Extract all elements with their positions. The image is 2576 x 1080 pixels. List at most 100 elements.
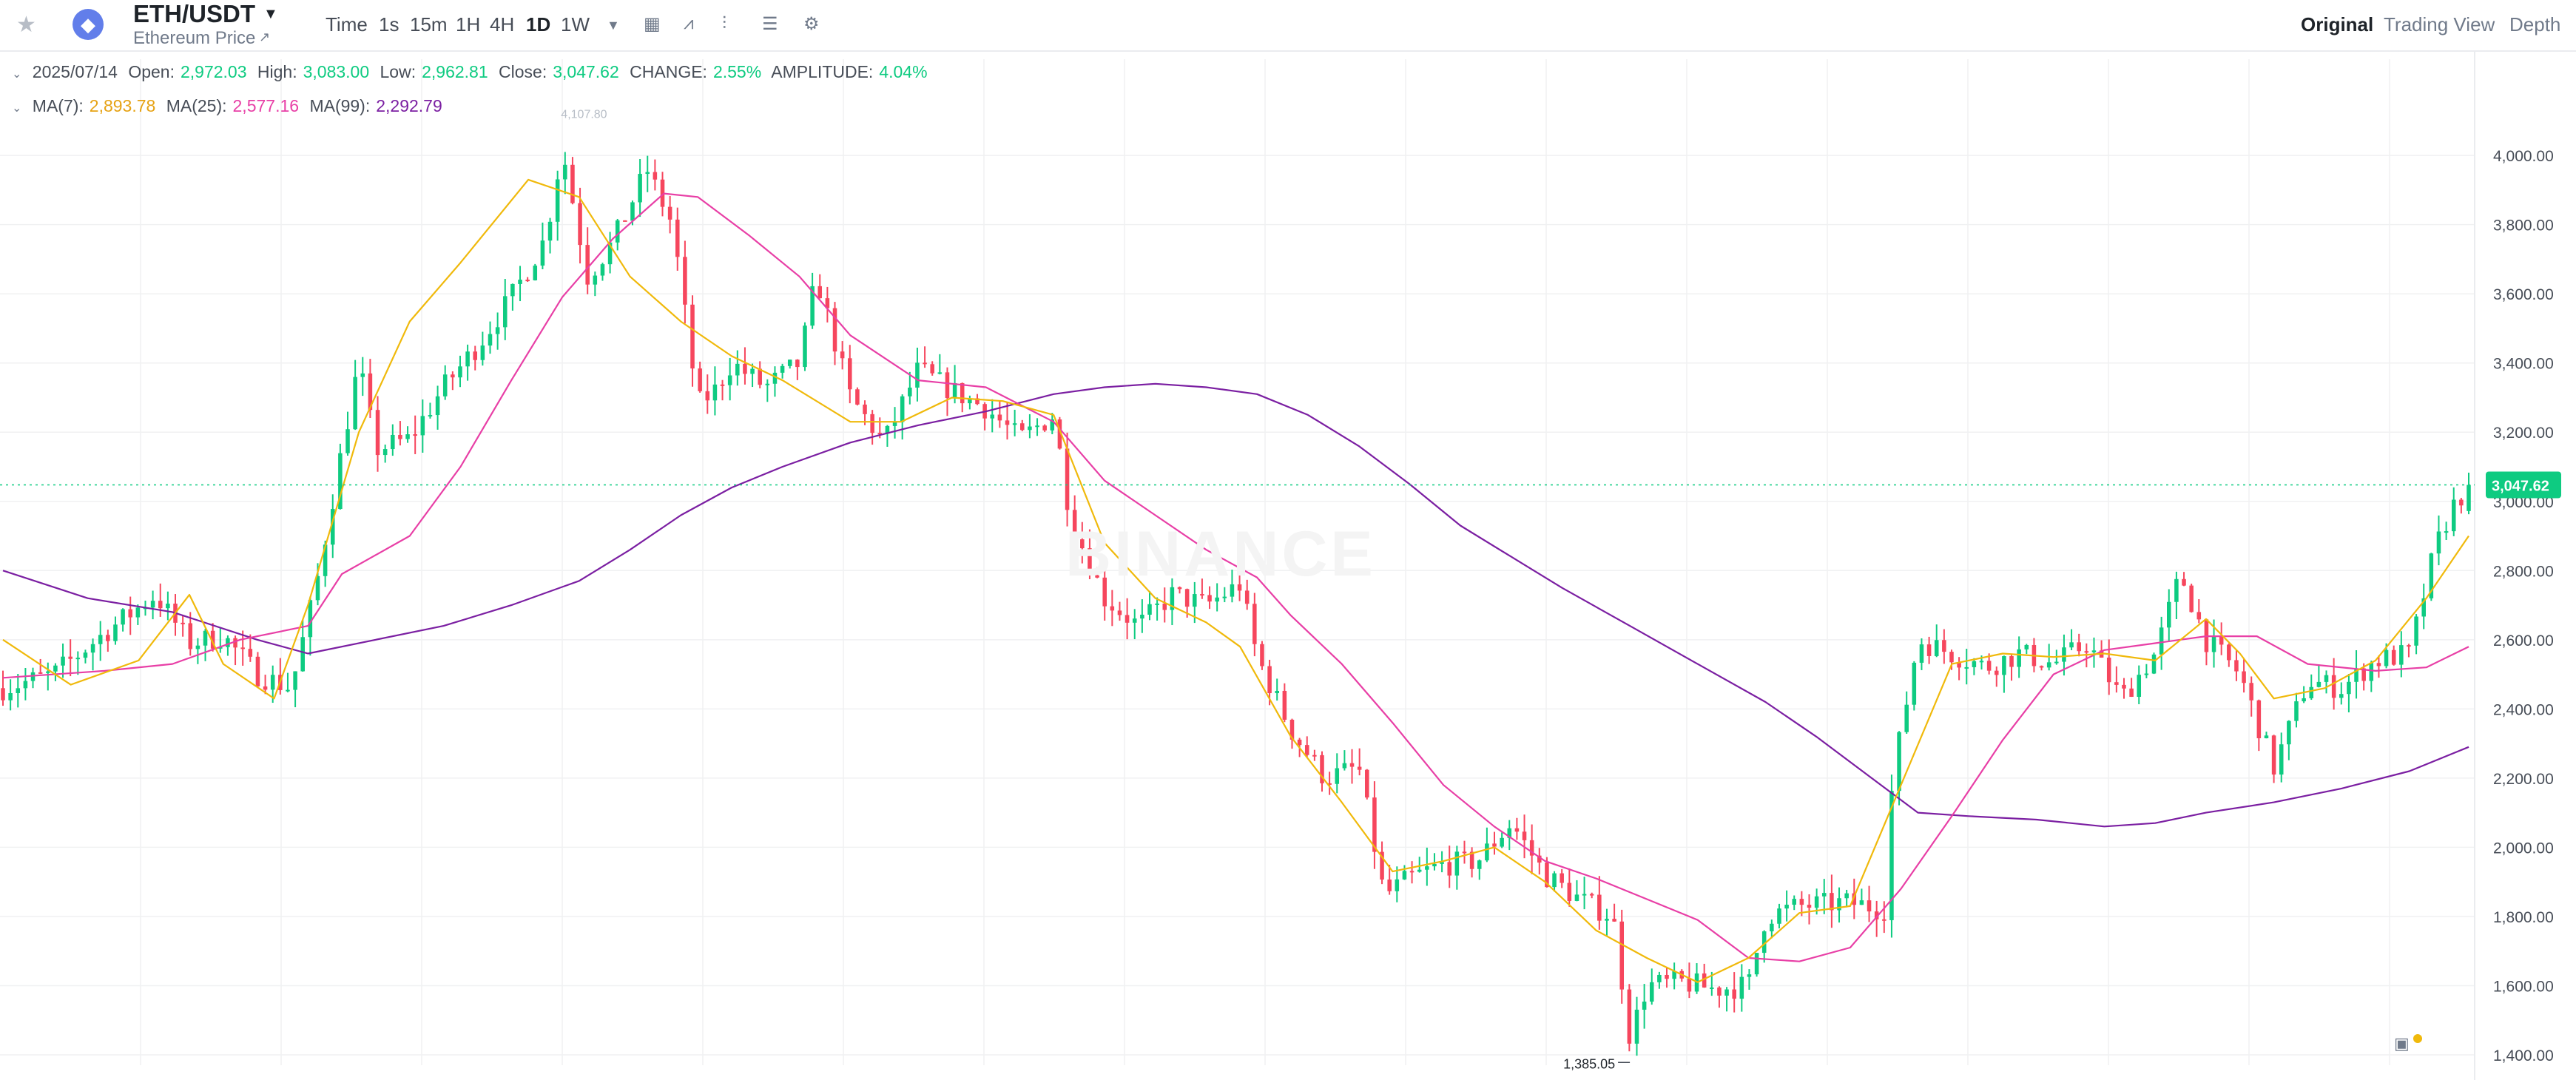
low-value: 2,962.81 xyxy=(422,62,488,81)
candle-down xyxy=(997,414,1002,421)
tab-4h[interactable]: 4H xyxy=(490,13,515,36)
candle-down xyxy=(2189,585,2194,612)
indicator-icon[interactable]: ⩘ xyxy=(684,13,694,33)
layout-icon[interactable]: ☰ xyxy=(762,14,778,34)
candle-down xyxy=(2129,688,2134,698)
candle-down xyxy=(413,434,417,436)
pair-subtitle[interactable]: Ethereum Price xyxy=(133,28,256,48)
tab-15m[interactable]: 15m xyxy=(410,13,448,36)
candle-down xyxy=(2114,682,2119,685)
candle-up xyxy=(750,368,755,374)
change-label: CHANGE: xyxy=(630,62,707,81)
price-tick-label: 2,600.00 xyxy=(2493,632,2554,649)
candle-up xyxy=(1170,587,1175,610)
candle-down xyxy=(1237,584,1242,591)
view-trading-view[interactable]: Trading View xyxy=(2384,13,2495,36)
tab-1d[interactable]: 1D xyxy=(526,13,551,36)
candle-up xyxy=(2324,675,2329,682)
view-depth[interactable]: Depth xyxy=(2509,13,2561,36)
tab-1h[interactable]: 1H xyxy=(456,13,481,36)
candle-down xyxy=(2227,644,2231,661)
candle-down xyxy=(683,257,687,305)
ma-collapse-chevron-icon[interactable]: ⌄ xyxy=(12,102,22,115)
high-label: High: xyxy=(257,62,297,81)
candle-up xyxy=(480,345,485,360)
candle-up xyxy=(600,264,605,276)
close-label: Close: xyxy=(499,62,547,81)
chart-settings-icon[interactable]: ▣ xyxy=(2394,1034,2410,1053)
amplitude-label: AMPLITUDE: xyxy=(771,62,874,81)
candle-up xyxy=(1934,640,1939,656)
candle-up xyxy=(420,416,425,436)
tab-1w[interactable]: 1W xyxy=(561,13,590,36)
price-tick-label: 2,800.00 xyxy=(2493,563,2554,580)
timeframe-chevron-down-icon[interactable]: ▼ xyxy=(607,18,620,33)
settings-icon[interactable]: ⚙ xyxy=(803,14,820,34)
candle-up xyxy=(990,414,995,419)
price-tick-label: 4,000.00 xyxy=(2493,148,2554,165)
candle-down xyxy=(128,609,132,618)
ohlc-legend: ⌄ 2025/07/14 Open: 2,972.03 High: 3,083.00… xyxy=(12,62,934,82)
candle-down xyxy=(1597,894,1602,921)
candle-up xyxy=(1193,594,1197,607)
candle-up xyxy=(360,373,365,377)
candle-up xyxy=(892,422,897,426)
pair-chevron-down-icon[interactable]: ▼ xyxy=(263,6,278,22)
ma99-value: 2,292.79 xyxy=(376,96,442,115)
ma25-value: 2,577.16 xyxy=(232,96,300,115)
candle-up xyxy=(908,387,912,396)
candle-down xyxy=(255,656,260,686)
candle-up xyxy=(1649,982,1654,1002)
candle-up xyxy=(1770,923,1774,932)
candle-down xyxy=(1619,921,1625,990)
candle-up xyxy=(510,283,515,297)
candle-down xyxy=(1830,893,1834,911)
pair-title[interactable]: ETH/USDT xyxy=(133,0,255,27)
ma7-line xyxy=(2,178,2469,983)
star-icon[interactable]: ★ xyxy=(16,13,36,37)
candle-up xyxy=(83,652,88,658)
candle-down xyxy=(1297,739,1302,746)
external-link-icon[interactable]: ↗ xyxy=(259,30,271,44)
candle-up xyxy=(330,509,335,545)
tab-time[interactable]: Time xyxy=(326,13,368,36)
candle-down xyxy=(375,410,380,456)
view-original[interactable]: Original xyxy=(2301,13,2374,36)
price-tick-label: 3,600.00 xyxy=(2493,286,2554,303)
candle-up xyxy=(533,266,538,280)
candle-up xyxy=(638,174,642,203)
candle-down xyxy=(1244,590,1250,604)
tab-1s[interactable]: 1s xyxy=(379,13,399,36)
candle-down xyxy=(847,358,852,390)
candlestick-chart[interactable]: 1,400.00 1,600.00 1,800.00 2,000.00 2,200.00… xyxy=(0,52,2576,1080)
calendar-icon[interactable]: ▦ xyxy=(644,14,661,34)
candle-up xyxy=(810,286,815,326)
candle-up xyxy=(442,374,448,396)
candle-down xyxy=(930,364,934,374)
candle-up xyxy=(166,604,170,609)
candle-down xyxy=(240,647,245,649)
price-tick-label: 3,200.00 xyxy=(2493,425,2554,442)
candle-up xyxy=(1035,425,1039,428)
candle-up xyxy=(46,671,50,673)
ma25-label: MA(25): xyxy=(166,96,227,115)
candle-up xyxy=(1642,1002,1647,1010)
candle-up xyxy=(518,280,522,284)
candle-down xyxy=(1380,851,1384,880)
ohlc-collapse-chevron-icon[interactable]: ⌄ xyxy=(12,68,22,81)
candle-down xyxy=(2234,660,2239,672)
candle-down xyxy=(1080,539,1085,549)
candle-up xyxy=(226,638,230,647)
candle-up xyxy=(2399,645,2404,665)
ma-legend: ⌄ MA(7): 2,893.78 MA(25): 2,577.16 MA(99):… xyxy=(12,96,448,116)
ma99-label: MA(99): xyxy=(309,96,371,115)
candle-down xyxy=(1020,423,1025,431)
candle-down xyxy=(263,686,268,690)
candle-up xyxy=(1814,896,1819,908)
candle-type-icon[interactable]: ⫶ xyxy=(722,13,726,33)
candle-down xyxy=(1949,652,1954,663)
candle-up xyxy=(563,164,567,180)
candle-up xyxy=(2279,744,2284,775)
candle-down xyxy=(2271,735,2276,775)
candle-down xyxy=(1162,603,1167,610)
